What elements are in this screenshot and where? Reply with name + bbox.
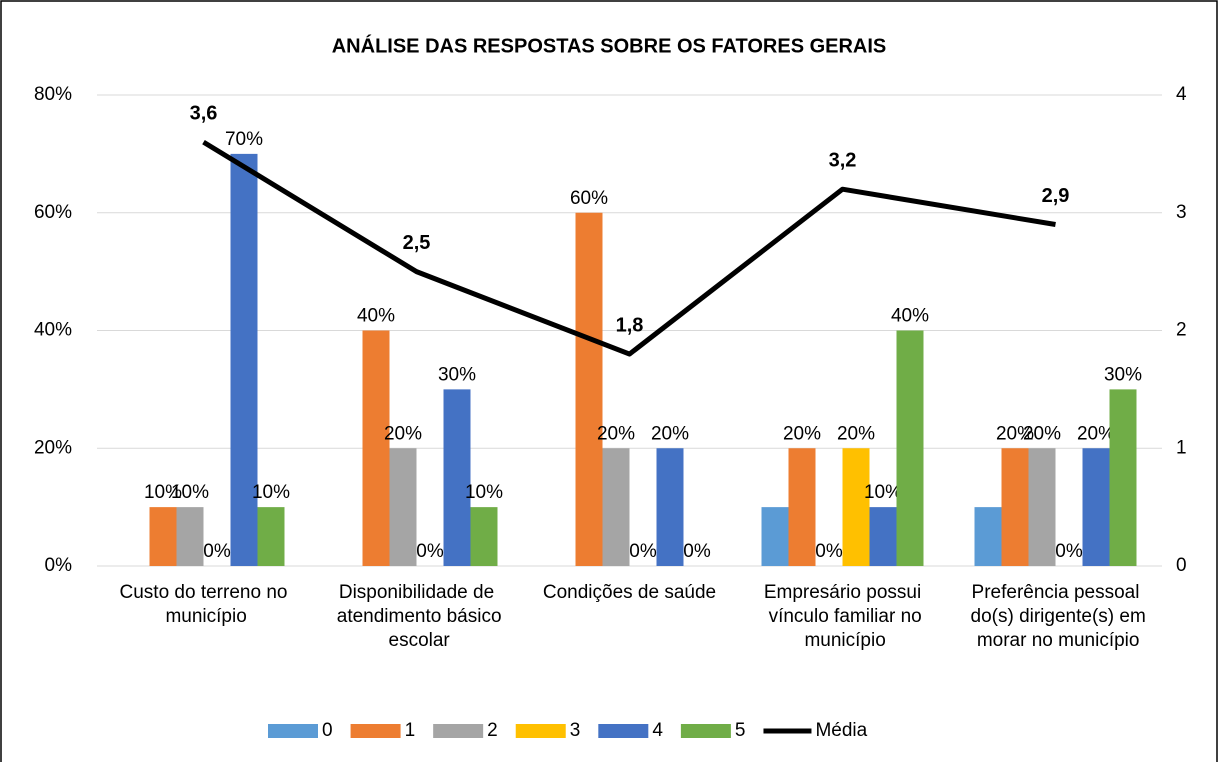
bar [656, 448, 684, 566]
bar [176, 507, 204, 566]
bar [788, 448, 816, 566]
line-label: 3,2 [829, 149, 857, 171]
legend-label: 3 [570, 720, 581, 741]
data-label: 0% [815, 541, 843, 562]
bar [443, 389, 471, 566]
bar [869, 507, 897, 566]
data-label: 10% [465, 482, 503, 503]
legend-label: 5 [735, 720, 746, 741]
data-label: 30% [1104, 364, 1142, 385]
y-tick-label: 80% [34, 84, 72, 105]
legend-label: 4 [652, 720, 663, 741]
y2-tick-label: 3 [1176, 202, 1187, 223]
bar [1001, 448, 1029, 566]
bar [149, 507, 177, 566]
legend-swatch [680, 724, 731, 738]
bar [575, 212, 603, 566]
y-tick-label: 0% [45, 555, 73, 576]
line-label: 2,5 [403, 232, 431, 254]
bar [602, 448, 630, 566]
data-label: 10% [864, 482, 902, 503]
bar [389, 448, 417, 566]
data-label: 70% [225, 129, 263, 150]
legend-label: 2 [487, 720, 498, 741]
line [202, 139, 1056, 357]
bar [974, 507, 1002, 566]
bar [230, 153, 258, 566]
legend-swatch [350, 724, 401, 738]
line-label: 2,9 [1042, 185, 1070, 207]
bar [761, 507, 789, 566]
bar [896, 330, 924, 566]
data-label: 20% [783, 423, 821, 444]
legend-swatch [433, 724, 484, 738]
data-label: 0% [683, 541, 711, 562]
bar [1028, 448, 1056, 566]
data-label: 0% [416, 541, 444, 562]
bar [1109, 389, 1137, 566]
line-label: 1,8 [616, 314, 644, 336]
data-label: 20% [996, 423, 1034, 444]
data-label: 30% [438, 364, 476, 385]
y-tick-label: 40% [34, 320, 72, 341]
data-label: 40% [891, 306, 929, 327]
x-tick-label: Disponibilidade de atendimento básico es… [331, 582, 501, 651]
x-tick-label: Condições de saúde [543, 582, 716, 603]
y2-tick-label: 0 [1176, 555, 1187, 576]
data-label: 10% [171, 482, 209, 503]
data-label: 20% [597, 423, 635, 444]
y2-tick-label: 2 [1176, 320, 1187, 341]
data-label: 20% [384, 423, 422, 444]
legend-swatch [268, 724, 318, 738]
bar [842, 448, 870, 566]
legend-label: 1 [405, 720, 416, 741]
data-label: 10% [144, 482, 182, 503]
line-label: 3,6 [190, 102, 218, 124]
y2-tick-label: 1 [1176, 437, 1187, 458]
y-tick-label: 60% [34, 202, 72, 223]
data-label: 0% [203, 541, 231, 562]
legend-swatch [598, 724, 649, 738]
data-label: 20% [837, 423, 875, 444]
data-label: 20% [1077, 423, 1115, 444]
legend-swatch [515, 724, 566, 738]
data-label: 0% [1055, 541, 1083, 562]
x-tick-label: Empresário possui vínculo familiar no mu… [763, 582, 921, 651]
x-tick-label: Preferência pessoal do(s) dirigente(s) e… [965, 582, 1146, 651]
bar [257, 507, 285, 566]
data-label: 20% [1023, 423, 1061, 444]
bar [470, 507, 498, 566]
y-tick-label: 20% [34, 437, 72, 458]
x-tick-label: Custo do terreno no município [120, 582, 288, 627]
legend-label: 0 [322, 720, 333, 741]
chart-title: ANÁLISE DAS RESPOSTAS SOBRE OS FATORES G… [332, 34, 887, 57]
data-label: 20% [651, 423, 689, 444]
legend-label: Média [815, 720, 867, 741]
bar [362, 330, 390, 566]
data-label: 0% [629, 541, 657, 562]
data-label: 40% [357, 306, 395, 327]
bar [1082, 448, 1110, 566]
data-label: 60% [570, 188, 608, 209]
y2-tick-label: 4 [1176, 84, 1187, 105]
data-label: 10% [252, 482, 290, 503]
